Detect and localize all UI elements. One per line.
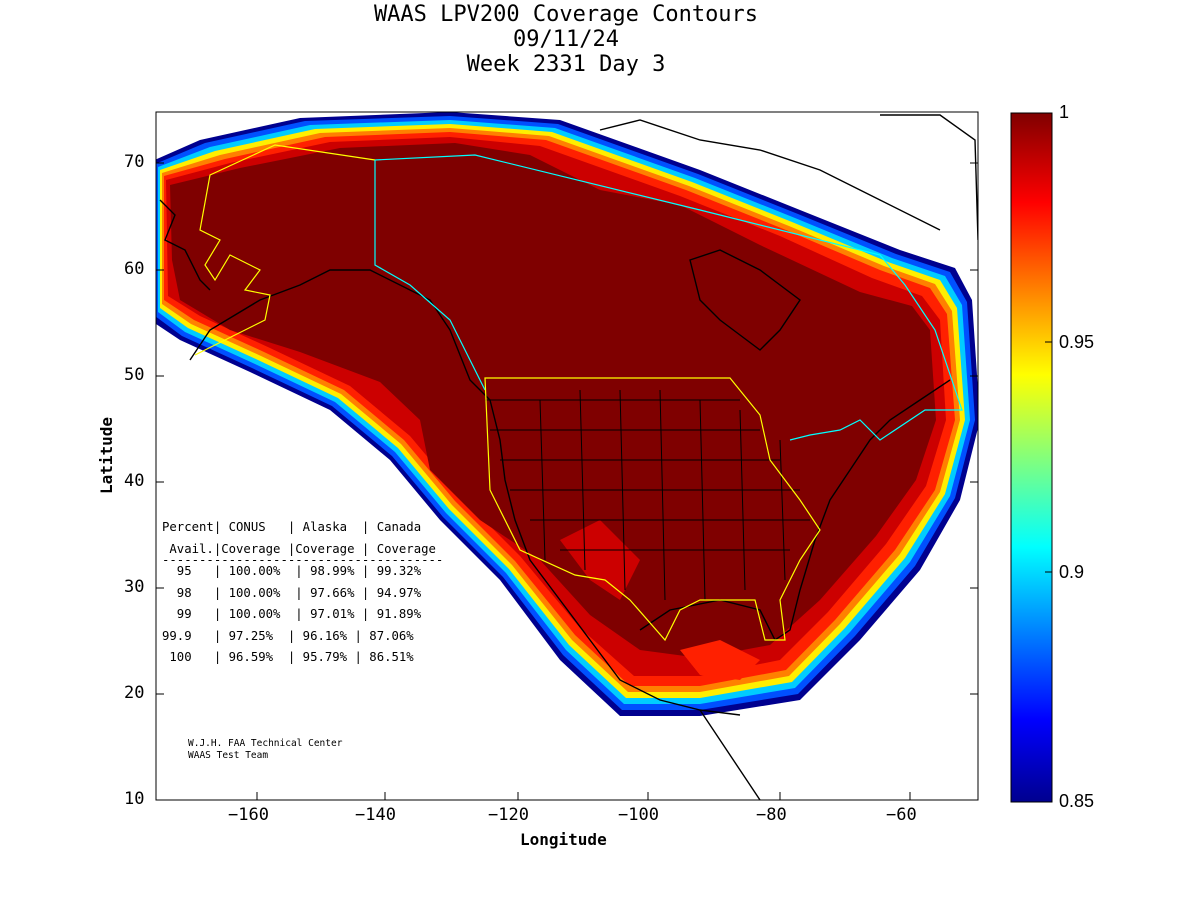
table-row: 99 | 100.00% | 97.01% | 91.89% — [162, 607, 422, 621]
coastline-central-america — [699, 709, 761, 800]
y-tick-50: 50 — [124, 365, 145, 385]
y-axis-label: Latitude — [97, 416, 117, 495]
colorbar-tick-0.95: 0.95 — [1059, 332, 1095, 352]
x-tick-6: −60 — [886, 805, 917, 825]
service-boundaries — [194, 144, 963, 642]
table-row: 95 | 100.00% | 98.99% | 99.32% — [162, 564, 422, 578]
credit-line-2: WAAS Test Team — [188, 750, 269, 761]
colorbar-tick-1: 1 — [1059, 102, 1070, 122]
credit-block: W.J.H. FAA Technical Center WAAS Test Te… — [188, 738, 342, 762]
y-tick-60: 60 — [124, 259, 145, 279]
boundary-alaska — [194, 144, 376, 356]
coastline-hudson-bay — [689, 249, 801, 351]
coastline-greenland — [880, 114, 978, 241]
x-tick-2: −140 — [355, 805, 396, 825]
y-tick-10: 10 — [124, 789, 145, 809]
coverage-notch-southwest — [560, 520, 640, 600]
chart-title-line1: WAAS LPV200 Coverage Contours — [373, 2, 759, 27]
y-tick-70: 70 — [124, 152, 145, 172]
coastline-alaska — [189, 269, 491, 401]
coastline-west — [489, 399, 741, 716]
colorbar-tick-0.85: 0.85 — [1059, 791, 1095, 811]
x-tick-5: −80 — [756, 805, 787, 825]
y-tick-30: 30 — [124, 577, 145, 597]
table-row: 98 | 100.00% | 97.66% | 94.97% — [162, 585, 422, 600]
y-tick-20: 20 — [124, 683, 145, 703]
x-tick-3: −120 — [488, 805, 529, 825]
plot-frame — [155, 111, 979, 801]
x-tick-1: −160 — [228, 805, 269, 825]
y-tick-40: 40 — [124, 471, 145, 491]
colorbar-tick-0.9: 0.9 — [1059, 562, 1085, 582]
boundary-conus — [484, 377, 821, 642]
coastline-arctic-islands — [599, 119, 941, 231]
table-row: 99.9 | 97.25% | 96.16% | 87.06% — [162, 628, 414, 643]
axis-ticks — [156, 162, 978, 800]
coverage-stats-table: Percent| CONUS | Alaska | Canada Avail.|… — [162, 517, 443, 669]
coastlines — [159, 114, 978, 800]
boundary-canada-alaska-border — [374, 160, 486, 391]
chart-title-line3: Week 2331 Day 3 — [466, 52, 666, 77]
colorbar-ticks — [1045, 341, 1052, 573]
table-header-1: Percent| CONUS | Alaska | Canada — [162, 520, 422, 534]
coastline-alaska-west — [159, 199, 211, 291]
coverage-contours — [156, 112, 978, 716]
colorbar — [1010, 112, 1053, 803]
x-axis-label: Longitude — [520, 830, 607, 849]
table-divider: -------------------------------------- — [162, 560, 443, 561]
x-tick-4: −100 — [618, 805, 659, 825]
table-row: 100 | 96.59% | 95.79% | 86.51% — [162, 650, 414, 664]
chart-title-line2: 09/11/24 — [513, 27, 619, 52]
coverage-notch-gulf — [680, 640, 760, 680]
us-state-grid — [485, 389, 810, 601]
boundary-canada — [374, 154, 963, 441]
table-header-2: Avail.|Coverage |Coverage | Coverage — [162, 541, 436, 556]
coastline-gulf — [639, 379, 951, 642]
credit-line-1: W.J.H. FAA Technical Center — [188, 738, 343, 749]
